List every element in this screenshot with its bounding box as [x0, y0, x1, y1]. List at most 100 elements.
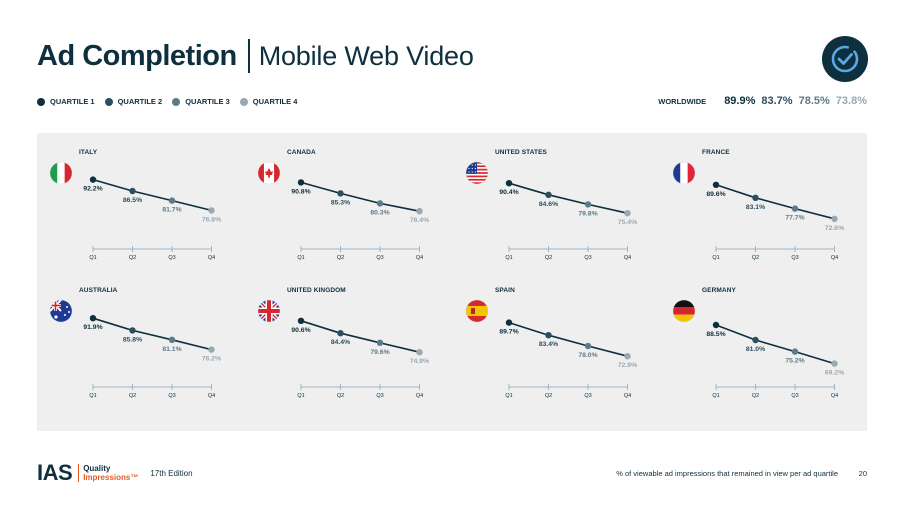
legend-item-q1: QUARTILE 1 [37, 97, 95, 106]
spain-flag-icon [465, 299, 489, 323]
canada-flag-icon [257, 161, 281, 185]
x-tick-label: Q2 [752, 255, 759, 261]
italy-flag-icon [49, 161, 73, 185]
legend-item-q2: QUARTILE 2 [104, 97, 163, 106]
quality-impressions-mark: Quality Impressions™ [78, 464, 138, 482]
uk-flag-icon [257, 299, 281, 323]
brand-line-1: Quality [83, 464, 111, 473]
data-point [791, 205, 799, 212]
x-tick-label: Q1 [297, 393, 304, 399]
data-label: 89.7% [499, 329, 518, 336]
data-label: 76.4% [410, 217, 429, 224]
worldwide-q3-value: 78.5% [798, 95, 830, 107]
line-chart: Q1 Q2 Q3 Q4 90.4% 84.6% 79.8% 75.4% [465, 161, 637, 261]
data-label: 89.6% [706, 191, 725, 198]
data-point [376, 200, 384, 207]
data-label: 85.3% [331, 199, 350, 206]
quartile-legend: QUARTILE 1 QUARTILE 2 QUARTILE 3 QUARTIL… [37, 97, 297, 106]
data-label: 84.6% [539, 201, 558, 208]
data-point [129, 327, 136, 334]
x-tick-label: Q4 [831, 393, 838, 399]
series-line [508, 182, 628, 214]
x-tick-label: Q3 [584, 255, 591, 261]
page-subtitle: Mobile Web Video [258, 40, 474, 71]
data-label: 78.0% [578, 352, 597, 359]
series-line [300, 181, 420, 212]
data-point [208, 207, 215, 214]
legend-dot-icon [239, 97, 248, 106]
country-name: AUSTRALIA [79, 287, 118, 294]
ias-logo: IAS Quality Impressions™ 17th Edition [37, 460, 193, 486]
australia-flag-icon [49, 299, 73, 323]
data-label: 77.7% [785, 215, 804, 222]
x-tick-label: Q1 [89, 255, 96, 261]
data-point [624, 210, 631, 217]
x-tick-label: Q3 [168, 255, 175, 261]
series-line [92, 317, 212, 351]
legend-label: QUARTILE 3 [185, 97, 230, 106]
data-label: 85.8% [123, 336, 142, 343]
data-label: 81.7% [162, 207, 181, 214]
x-tick-label: Q1 [297, 255, 304, 261]
data-point [416, 208, 423, 215]
country-chart-usa: UNITED STATES Q1 Q2 Q3 Q4 90.4% 84.6% 79.8% 75.4… [453, 147, 653, 277]
data-point [337, 330, 344, 337]
data-label: 72.9% [618, 362, 637, 369]
data-point [168, 197, 176, 204]
legend-label: QUARTILE 2 [117, 97, 163, 106]
data-label: 72.6% [825, 225, 844, 232]
data-point [89, 176, 97, 183]
legend-label: QUARTILE 1 [50, 97, 95, 106]
x-tick-label: Q2 [337, 255, 344, 261]
country-chart-germany: GERMANY Q1 Q2 Q3 Q4 88.5% 81.0% 75.2% 69.2% [660, 285, 860, 415]
data-label: 83.4% [539, 341, 558, 348]
worldwide-q1-value: 89.9% [724, 95, 756, 107]
country-chart-australia: AUSTRALIA Q1 Q2 Q3 Q4 91.9% 85.8% 81.1% 76.2% [37, 285, 237, 415]
data-point [831, 360, 838, 367]
country-name: GERMANY [702, 287, 736, 294]
data-point [545, 191, 552, 198]
data-point [168, 336, 176, 343]
line-chart: Q1 Q2 Q3 Q4 89.6% 83.1% 77.7% 72.6% [672, 161, 844, 261]
country-chart-spain: SPAIN Q1 Q2 Q3 Q4 89.7% 83.4% 78.0% 72.9% [453, 285, 653, 415]
x-tick-label: Q4 [416, 255, 423, 261]
data-point [712, 181, 720, 188]
legend-dot-icon [37, 97, 45, 106]
country-name: UNITED STATES [495, 149, 547, 156]
series-line [508, 321, 628, 357]
x-tick-label: Q4 [624, 255, 631, 261]
x-tick-label: Q1 [505, 393, 512, 399]
country-name: SPAIN [495, 287, 515, 294]
data-point [416, 349, 423, 356]
legend-item-q4: QUARTILE 4 [239, 97, 297, 106]
worldwide-summary: WORLDWIDE 89.9% 83.7% 78.5% 73.8% [658, 95, 867, 107]
data-label: 69.2% [825, 370, 844, 377]
x-tick-label: Q3 [168, 393, 175, 399]
data-point [297, 179, 305, 186]
data-label: 92.2% [83, 186, 102, 193]
page-title: Ad Completion [37, 39, 237, 72]
legend-dot-icon [172, 97, 181, 106]
country-chart-france: FRANCE Q1 Q2 Q3 Q4 89.6% 83.1% 77.7% 72.6% [660, 147, 860, 277]
data-point [712, 321, 720, 329]
edition-label: 17th Edition [150, 468, 193, 478]
data-point [89, 315, 97, 322]
x-tick-label: Q2 [337, 393, 344, 399]
page-number: 20 [858, 469, 867, 478]
charts-panel: ITALY Q1 Q2 Q3 Q4 92.2% 86.5% 81.7% 76.8% CANADA Q… [37, 133, 867, 431]
data-label: 81.0% [746, 346, 765, 353]
x-tick-label: Q4 [208, 393, 215, 399]
data-point [337, 190, 344, 197]
data-label: 75.4% [618, 219, 637, 226]
worldwide-q2-value: 83.7% [761, 95, 793, 107]
x-tick-label: Q1 [712, 255, 719, 261]
footnote: % of viewable ad impressions that remain… [616, 469, 838, 478]
line-chart: Q1 Q2 Q3 Q4 92.2% 86.5% 81.7% 76.8% [49, 161, 221, 261]
data-point [505, 319, 513, 326]
worldwide-label: WORLDWIDE [658, 97, 707, 106]
data-label: 90.4% [499, 189, 518, 196]
x-tick-label: Q4 [624, 393, 631, 399]
country-name: UNITED KINGDOM [287, 287, 346, 294]
data-point [208, 346, 215, 353]
germany-flag-icon [672, 299, 696, 323]
